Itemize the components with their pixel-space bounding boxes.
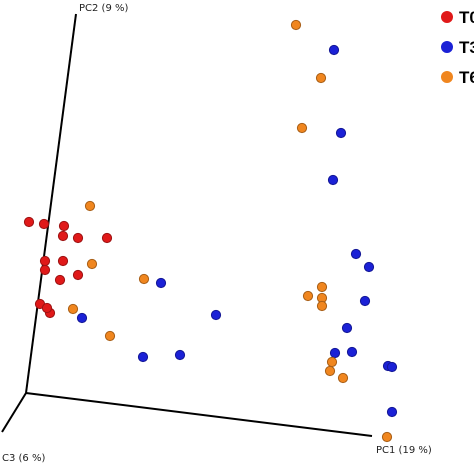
data-point-t6-11 [84,200,96,212]
pc2-axis-line [25,13,77,394]
data-point-t3-10 [329,347,341,359]
pc1-axis-line [25,392,373,437]
data-point-t6-7 [326,356,338,368]
legend-marker-t0 [441,11,453,23]
data-point-t6-9 [337,372,349,384]
pc2-axis-label: PC2 (9 %) [79,3,128,14]
data-point-t3-2 [327,174,339,186]
data-points [23,19,398,443]
data-point-t0-6 [39,255,51,267]
data-point-t6-2 [296,122,308,134]
data-point-t3-15 [155,277,167,289]
legend-label-t6: T6 [459,68,474,87]
data-point-t0-7 [39,264,51,276]
data-point-t3-7 [346,346,358,358]
data-point-t6-1 [315,72,327,84]
data-point-t0-3 [57,230,69,242]
legend-marker-t6 [441,71,453,83]
data-point-t0-8 [57,255,69,267]
data-point-t6-10 [381,431,393,443]
data-point-t0-2 [58,220,70,232]
data-point-t0-5 [101,232,113,244]
data-point-t3-12 [210,309,222,321]
data-point-t6-8 [324,365,336,377]
data-point-t6-15 [104,330,116,342]
data-point-t3-9 [386,361,398,373]
data-point-t6-4 [302,290,314,302]
data-point-t3-5 [359,295,371,307]
data-point-t0-4 [72,232,84,244]
data-point-t0-13 [41,302,53,314]
pc3-axis-line [1,392,27,433]
data-point-t0-9 [54,274,66,286]
data-point-t3-3 [350,248,362,260]
data-point-t6-3 [316,281,328,293]
pc3-axis-label: C3 (6 %) [2,453,45,464]
axes: PC2 (9 %) PC1 (19 %) C3 (6 %) [1,3,432,464]
legend-label-t3: T3 [459,38,474,57]
data-point-t0-1 [38,218,50,230]
data-point-t6-14 [67,303,79,315]
data-point-t3-16 [76,312,88,324]
data-point-t3-14 [137,351,149,363]
data-point-t6-12 [86,258,98,270]
data-point-t3-6 [341,322,353,334]
pc1-axis-label: PC1 (19 %) [376,445,432,456]
data-point-t6-0 [290,19,302,31]
data-point-t0-10 [72,269,84,281]
data-point-t6-6 [316,300,328,312]
data-point-t3-4 [363,261,375,273]
legend-marker-t3 [441,41,453,53]
legend-label-t0: T0 [459,8,474,27]
data-point-t3-11 [386,406,398,418]
data-point-t3-13 [174,349,186,361]
data-point-t3-0 [328,44,340,56]
legend: T0 T3 T6 [441,8,474,87]
data-point-t3-1 [335,127,347,139]
data-point-t0-0 [23,216,35,228]
data-point-t6-13 [138,273,150,285]
